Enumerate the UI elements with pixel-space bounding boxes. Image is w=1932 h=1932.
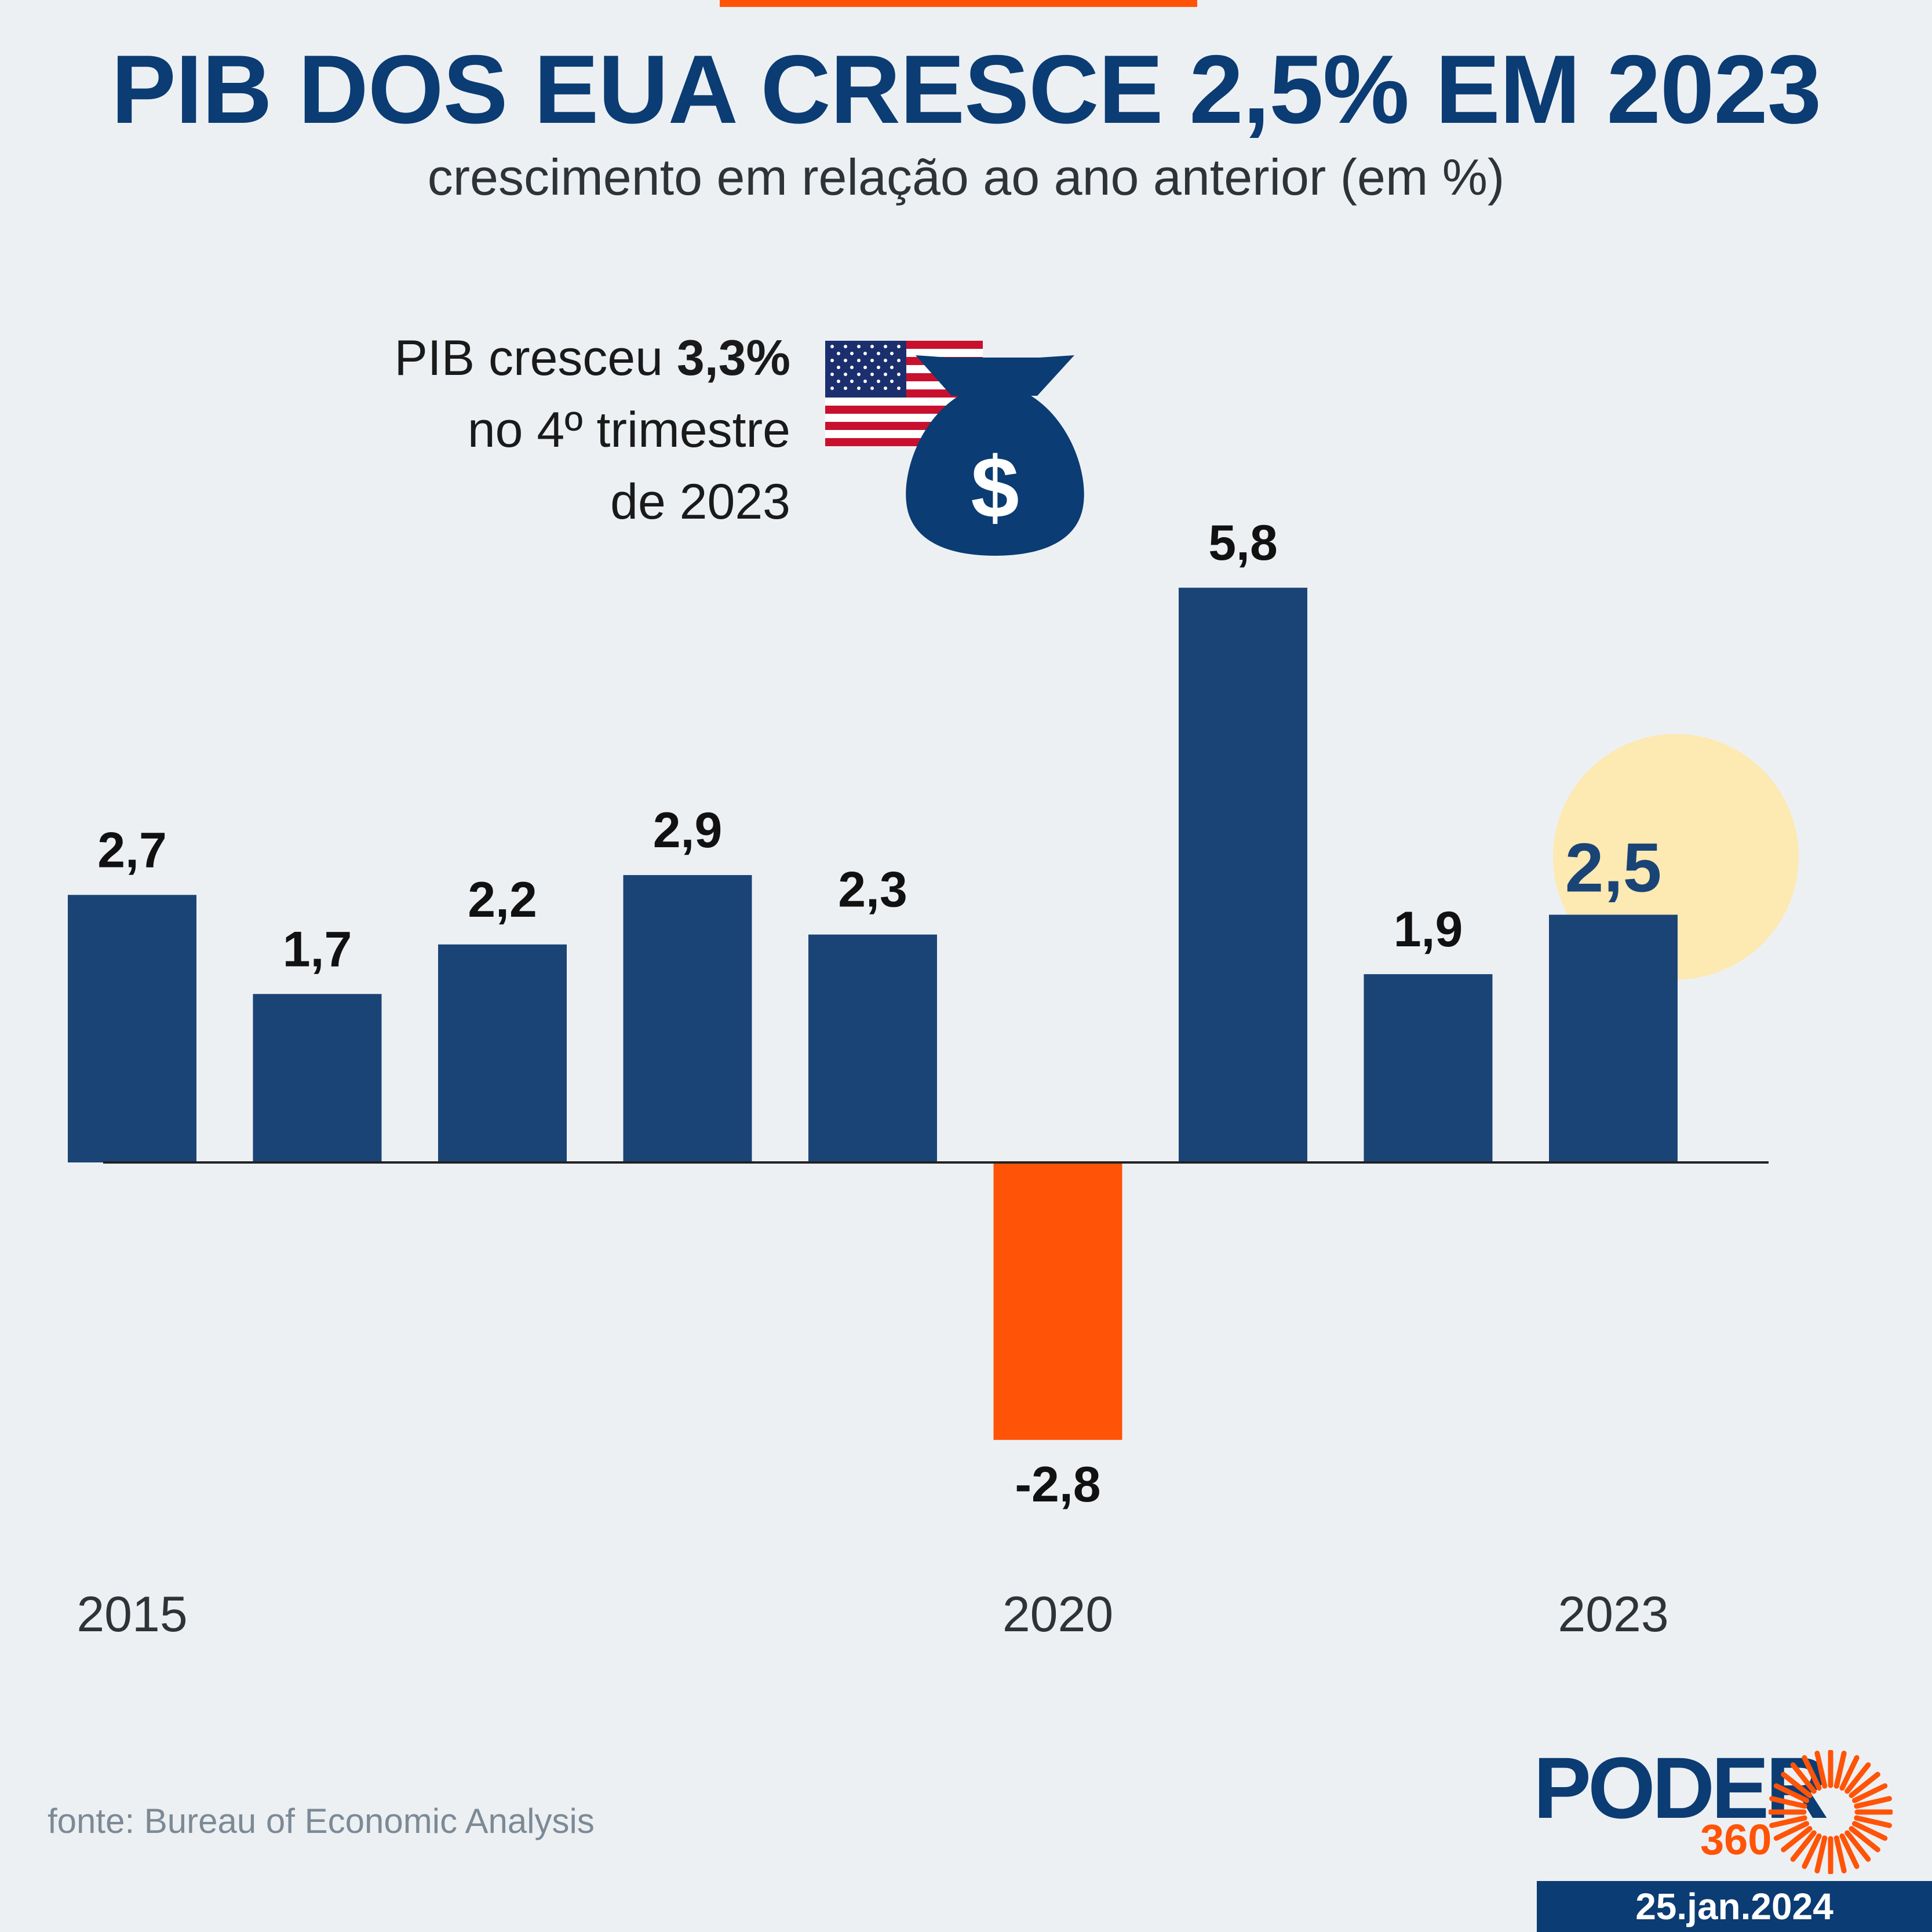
sun-ray xyxy=(1849,1826,1880,1853)
bar-2023 xyxy=(1549,914,1678,1162)
sun-ray xyxy=(1833,1751,1847,1789)
chart-subtitle: crescimento em relação ao ano anterior (… xyxy=(427,148,1505,206)
sun-ray xyxy=(1773,1783,1810,1803)
sun-ray xyxy=(1833,1835,1847,1873)
sun-ray xyxy=(1851,1783,1888,1803)
sun-ray xyxy=(1839,1755,1860,1791)
annotation-line-1: PIB cresceu 3,3% xyxy=(394,322,790,394)
annotation-highlight-value: 3,3% xyxy=(676,330,790,386)
sun-ray xyxy=(1814,1835,1828,1873)
sun-ray xyxy=(1854,1796,1892,1809)
sun-ray xyxy=(1781,1771,1813,1798)
sun-ray xyxy=(1854,1815,1892,1828)
sun-ray xyxy=(1849,1771,1880,1798)
annotation-text: PIB cresceu 3,3% no 4º trimestre de 2023 xyxy=(394,322,790,538)
x-tick-label-2015: 2015 xyxy=(76,1587,187,1642)
bar-2021 xyxy=(1179,588,1307,1162)
x-tick-label-2023: 2023 xyxy=(1558,1587,1668,1642)
sun-ray xyxy=(1844,1830,1871,1862)
x-tick-label-2020: 2020 xyxy=(1003,1587,1113,1642)
sun-burst-icon xyxy=(1769,1750,1893,1874)
money-bag-icon: $ xyxy=(906,355,1084,556)
value-label-2019: 2,3 xyxy=(838,862,907,918)
sun-ray xyxy=(1802,1755,1822,1791)
value-label-2017: 2,2 xyxy=(468,872,537,928)
sun-ray xyxy=(1790,1830,1817,1862)
value-label-2020: -2,8 xyxy=(1015,1457,1100,1512)
sun-ray xyxy=(1769,1815,1807,1828)
sun-ray xyxy=(1790,1762,1817,1794)
poder360-logo: PODER 360 xyxy=(1533,1744,1893,1874)
bar-2016 xyxy=(253,994,382,1162)
annotation-line-2: no 4º trimestre xyxy=(467,402,790,458)
chart-title: PIB DOS EUA CRESCE 2,5% EM 2023 xyxy=(111,35,1821,144)
bar-2020 xyxy=(993,1162,1122,1440)
annotation-line-3: de 2023 xyxy=(610,474,790,530)
value-label-2021: 5,8 xyxy=(1208,515,1278,571)
sun-ray xyxy=(1781,1826,1813,1853)
sun-ray xyxy=(1773,1821,1810,1841)
value-label-2022: 1,9 xyxy=(1394,902,1463,957)
bar-2019 xyxy=(808,934,937,1162)
dollar-sign: $ xyxy=(971,439,1019,536)
annotation-prefix: PIB cresceu xyxy=(394,330,677,386)
source-note: fonte: Bureau of Economic Analysis xyxy=(48,1802,595,1840)
value-label-2018: 2,9 xyxy=(653,803,723,858)
value-label-2015: 2,7 xyxy=(97,822,167,878)
bar-2017 xyxy=(438,944,567,1162)
sun-ray xyxy=(1844,1762,1871,1794)
bar-2018 xyxy=(623,875,752,1162)
sun-ray xyxy=(1802,1833,1822,1869)
publication-date: 25.jan.2024 xyxy=(1537,1881,1932,1932)
sun-ray xyxy=(1769,1796,1807,1809)
logo-number: 360 xyxy=(1700,1816,1772,1864)
sun-ray xyxy=(1814,1751,1828,1789)
top-accent-bar xyxy=(720,0,1197,7)
bar-2015 xyxy=(68,895,196,1162)
sun-ray xyxy=(1851,1821,1888,1841)
bar-2022 xyxy=(1364,974,1493,1162)
value-label-2016: 1,7 xyxy=(283,921,352,977)
sun-ray xyxy=(1839,1833,1860,1869)
value-label-2023: 2,5 xyxy=(1565,829,1662,907)
